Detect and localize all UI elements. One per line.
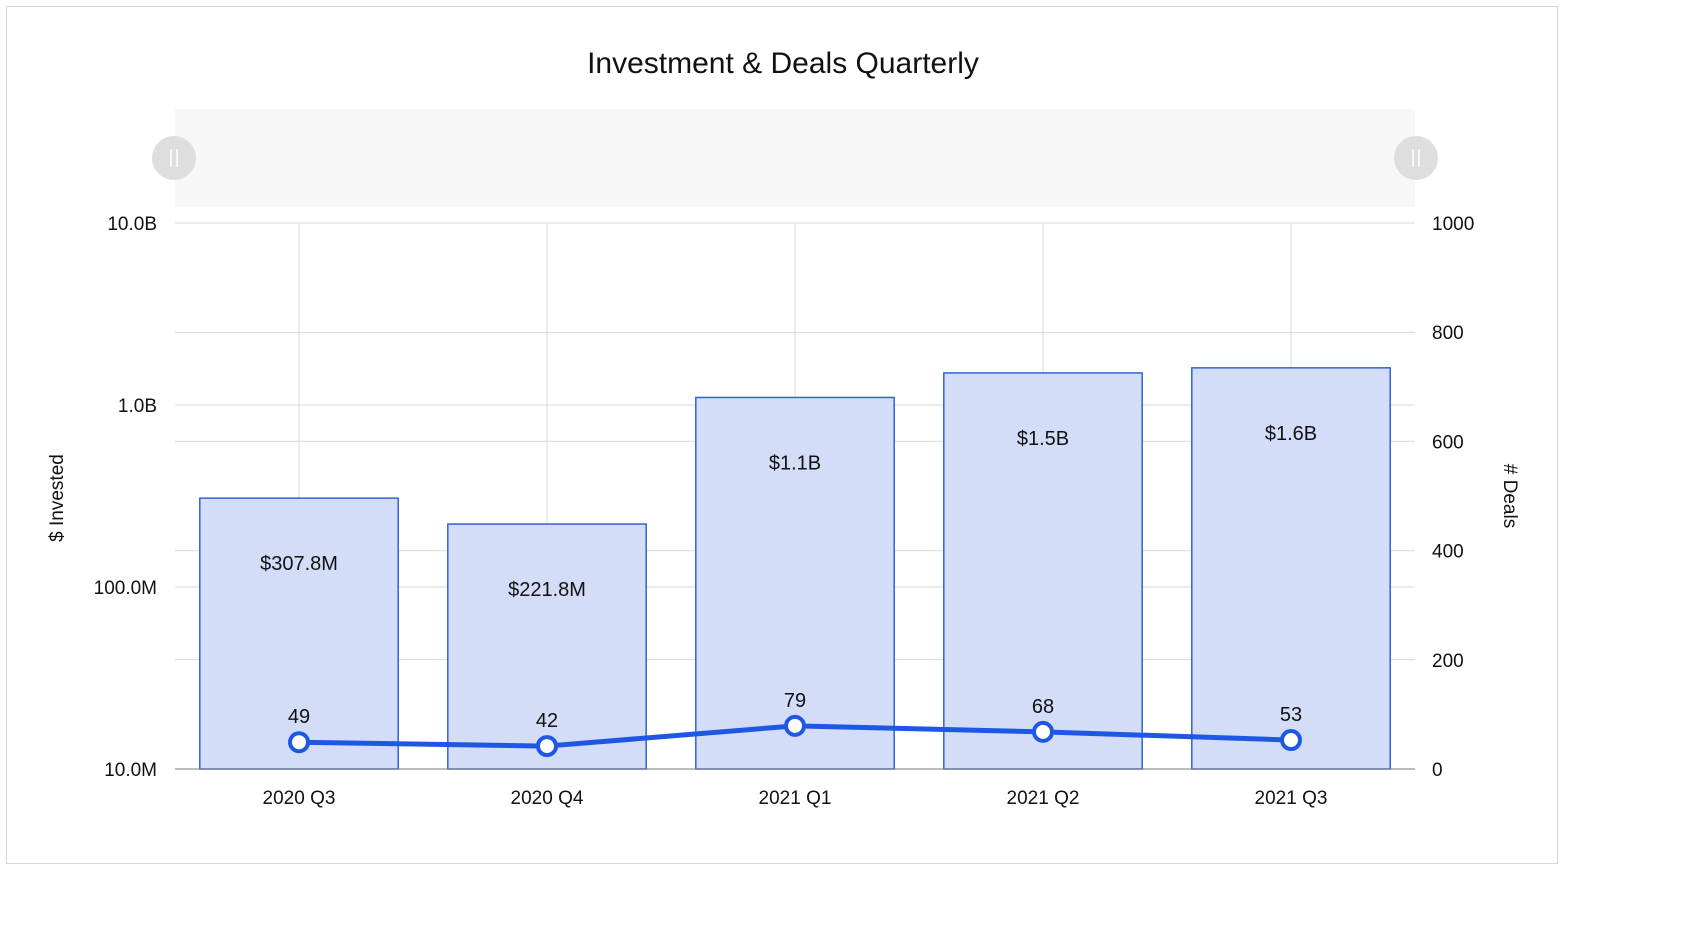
x-tick-label: 2021 Q1 [759, 788, 832, 809]
left-tick-label: 1.0B [118, 396, 157, 417]
investment-deals-chart: Investment & Deals Quarterly $307.8M $221… [47, 47, 1520, 809]
bar-data-label: $1.6B [1265, 423, 1317, 445]
right-tick-label: 400 [1432, 542, 1464, 563]
left-axis-title: $ Invested [47, 454, 68, 542]
bar-data-label: $221.8M [508, 579, 586, 601]
bar [447, 523, 647, 770]
x-tick-label: 2020 Q3 [263, 788, 336, 809]
bar [943, 372, 1143, 770]
deals-data-label: 42 [536, 710, 558, 732]
bar [1191, 367, 1391, 770]
right-tick-label: 200 [1432, 651, 1464, 672]
bar-series: $307.8M $221.8M $1.1B $1.5B $1.6B [199, 367, 1391, 770]
deals-point[interactable] [784, 714, 806, 737]
deals-data-label: 79 [784, 690, 806, 712]
deals-data-label: 49 [288, 706, 310, 728]
right-tick-label: 600 [1432, 432, 1464, 453]
x-tick-label: 2020 Q4 [511, 788, 584, 809]
bar [695, 396, 895, 770]
deals-point[interactable] [1032, 720, 1054, 743]
bar-data-label: $307.8M [260, 553, 338, 575]
range-navigator-track[interactable] [175, 109, 1415, 207]
range-handle-right[interactable] [1394, 136, 1438, 180]
right-axis-title: # Deals [1499, 464, 1520, 528]
axes: 2020 Q3 2020 Q4 2021 Q1 2021 Q2 2021 Q3 10.0M… [94, 214, 1475, 809]
range-navigator[interactable] [152, 109, 1438, 207]
deals-line-series: 49 42 79 68 53 [288, 690, 1302, 758]
range-handle-left[interactable] [152, 136, 196, 180]
left-tick-label: 100.0M [94, 578, 157, 599]
right-tick-label: 0 [1432, 760, 1443, 781]
deals-point[interactable] [288, 731, 310, 754]
deals-data-label: 68 [1032, 696, 1054, 718]
deals-point[interactable] [1280, 729, 1302, 752]
right-tick-label: 800 [1432, 323, 1464, 344]
x-tick-label: 2021 Q2 [1007, 788, 1080, 809]
left-tick-label: 10.0M [104, 760, 157, 781]
bar [199, 497, 399, 770]
bar-data-label: $1.1B [769, 452, 821, 474]
left-tick-label: 10.0B [107, 214, 157, 235]
x-tick-label: 2021 Q3 [1255, 788, 1328, 809]
deals-data-label: 53 [1280, 704, 1302, 726]
chart-card: Investment & Deals Quarterly $307.8M $221… [6, 6, 1558, 864]
deals-point[interactable] [536, 735, 558, 758]
bar-data-label: $1.5B [1017, 428, 1069, 450]
chart-title: Investment & Deals Quarterly [587, 47, 979, 80]
right-tick-label: 1000 [1432, 214, 1474, 235]
